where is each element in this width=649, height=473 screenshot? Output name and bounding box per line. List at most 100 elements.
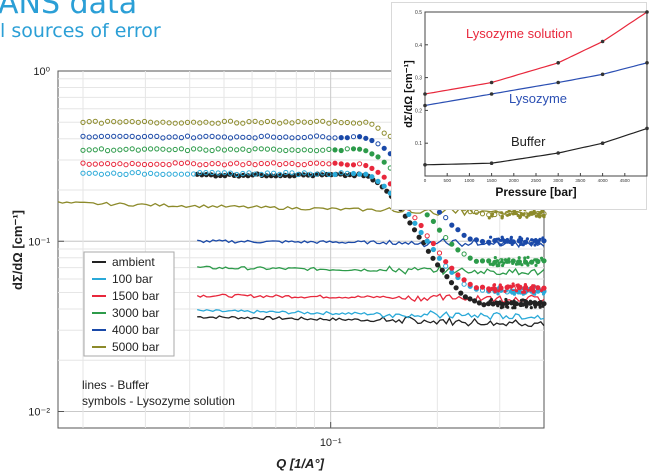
data-point: [539, 300, 543, 304]
data-point: [86, 147, 92, 153]
data-point: [424, 212, 430, 218]
data-point: [534, 214, 539, 218]
data-point: [357, 161, 363, 167]
data-point: [517, 256, 521, 260]
buffer-line-4000-bar: [197, 237, 545, 249]
data-point: [540, 258, 544, 262]
data-point: [443, 215, 449, 221]
data-point: [277, 147, 283, 153]
data-point: [86, 161, 92, 167]
data-point: [307, 119, 313, 126]
data-point: [234, 147, 240, 153]
data-point: [381, 174, 387, 180]
inset-x-tick-label: 2500: [531, 178, 542, 183]
data-point: [542, 215, 546, 219]
inset-y-tick-label: 0.4: [415, 43, 422, 49]
data-point: [307, 134, 313, 140]
slide-subtitle: l sources of error: [0, 20, 161, 42]
data-point: [497, 261, 501, 265]
data-point: [80, 133, 86, 139]
data-point: [496, 304, 500, 308]
data-point: [123, 162, 129, 168]
data-point: [98, 171, 105, 177]
data-point: [534, 263, 538, 267]
slide-title: ANS data: [0, 0, 138, 21]
data-point: [498, 300, 502, 304]
symbol-series-4000-bar: [80, 133, 547, 247]
data-point: [338, 135, 344, 141]
data-point: [357, 171, 363, 177]
data-point: [320, 170, 326, 176]
data-point: [301, 134, 307, 141]
data-point: [289, 160, 295, 167]
y-tick-label: 10⁻¹: [28, 236, 50, 248]
data-point: [375, 154, 381, 160]
data-point: [178, 146, 184, 152]
inset-line: [424, 11, 648, 95]
data-point: [166, 147, 172, 153]
data-point: [430, 246, 436, 253]
legend-label: 5000 bar: [112, 340, 159, 354]
inset-x-tick-label: 1500: [487, 178, 498, 183]
data-point: [424, 238, 430, 244]
data-point: [92, 147, 98, 153]
buffer-line: [197, 237, 545, 249]
data-point: [526, 255, 530, 259]
data-point: [511, 261, 515, 265]
data-point: [283, 161, 289, 167]
inset-line: [424, 62, 648, 107]
data-point: [381, 183, 387, 189]
data-point: [129, 146, 135, 152]
data-point: [541, 236, 545, 240]
data-point: [314, 118, 320, 124]
data-point: [166, 134, 172, 140]
data-point: [332, 135, 338, 141]
data-point: [98, 161, 105, 167]
data-point: [473, 209, 479, 215]
data-point: [479, 211, 486, 217]
data-point: [453, 285, 459, 291]
inset-x-tick-label: 500: [443, 178, 451, 183]
inset-series-label: Lysozyme solution: [466, 26, 572, 41]
y-axis-label: dΣ/dΩ [cm⁻¹]: [10, 210, 25, 290]
data-point: [271, 146, 277, 152]
data-point: [80, 160, 86, 166]
data-point: [258, 133, 264, 139]
data-point: [148, 161, 154, 168]
data-point: [467, 255, 473, 261]
data-point: [357, 120, 363, 126]
data-point: [326, 135, 332, 141]
data-point: [160, 119, 166, 125]
inset-point: [600, 39, 605, 44]
data-point: [301, 147, 307, 153]
data-point: [412, 215, 418, 221]
data-point: [519, 241, 523, 245]
data-point: [500, 211, 504, 215]
inset-y-axis-label: dΣ/dΩ [cm⁻¹]: [403, 60, 415, 128]
data-point: [467, 236, 473, 242]
data-point: [363, 135, 369, 141]
data-point: [252, 118, 258, 125]
data-point: [521, 303, 525, 307]
data-point: [523, 283, 528, 287]
data-point: [160, 161, 166, 167]
data-point: [455, 272, 461, 278]
inset-point: [423, 92, 427, 96]
data-point: [516, 259, 520, 263]
data-point: [271, 170, 277, 176]
data-point: [314, 171, 320, 177]
data-point: [209, 169, 215, 176]
inset-point: [645, 126, 649, 131]
data-point: [502, 261, 506, 265]
data-point: [476, 300, 482, 306]
inset-point: [645, 10, 649, 14]
data-point: [258, 146, 264, 152]
data-point: [493, 240, 497, 244]
data-point: [435, 262, 441, 268]
data-point: [338, 170, 344, 176]
data-point: [505, 305, 509, 309]
data-point: [500, 286, 504, 290]
inset-x-axis-label: Pressure [bar]: [495, 185, 576, 199]
inset-x-tick-label: 4500: [620, 178, 631, 183]
data-point: [215, 120, 221, 126]
